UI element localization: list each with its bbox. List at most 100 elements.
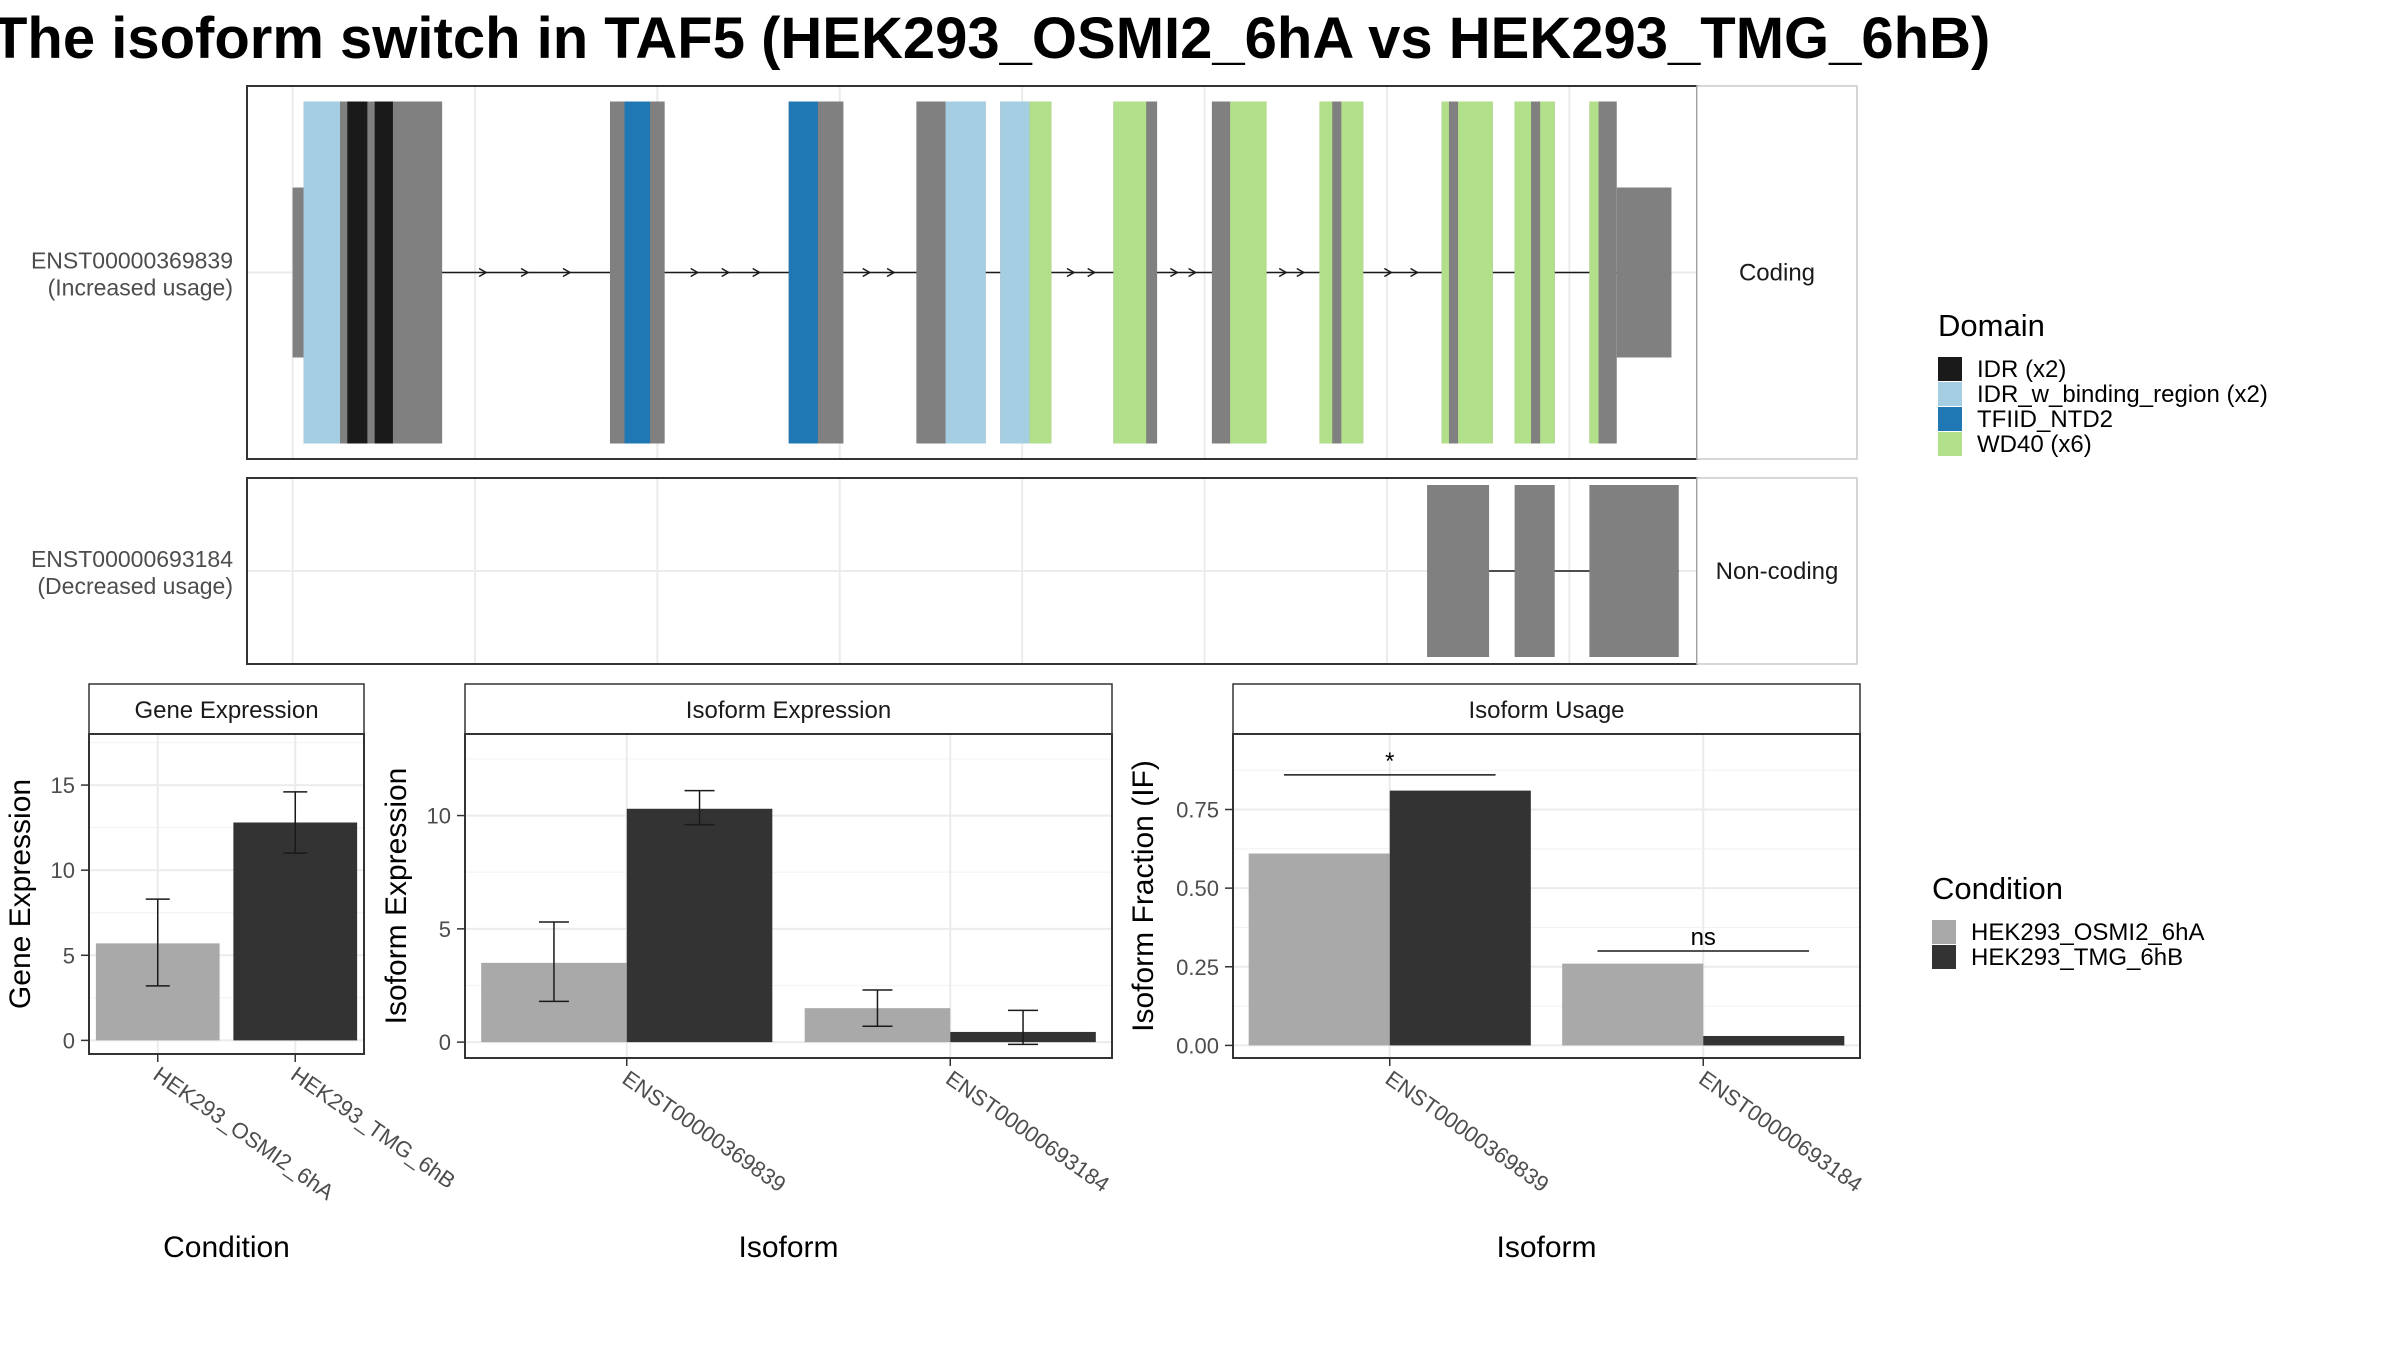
x-tick-label: ENST00000693184 bbox=[941, 1066, 1114, 1197]
transcript-track-ENST00000693184: Non-coding ENST00000693184(Decreased usag… bbox=[31, 477, 1858, 665]
legend-label: HEK293_TMG_6hB bbox=[1971, 944, 2183, 971]
intron-direction-arrow bbox=[862, 267, 872, 278]
bar-chart-2: Isoform Usage * ns 0.00 0.25 0.50 0.75 ENST0000… bbox=[1127, 683, 1867, 1264]
transcript-structure-panel: Coding ENST00000369839(Increased usage) No… bbox=[31, 85, 1858, 665]
transcript-usage-label: (Increased usage) bbox=[48, 275, 233, 301]
facet-strip-label: Isoform Usage bbox=[1468, 697, 1624, 724]
exon bbox=[1427, 485, 1490, 657]
domain-WD40 bbox=[1029, 101, 1052, 444]
transcript-usage-label: (Decreased usage) bbox=[37, 573, 233, 599]
legend-key-TFIID_NTD2 bbox=[1938, 407, 1962, 431]
domain-WD40 bbox=[1589, 101, 1599, 444]
y-tick-label: 5 bbox=[439, 917, 451, 942]
intron-direction-arrow bbox=[1278, 267, 1288, 278]
x-axis-title: Condition bbox=[163, 1231, 290, 1264]
legend-label: IDR (x2) bbox=[1977, 356, 2066, 383]
y-axis-title: Gene Expression bbox=[4, 779, 37, 1009]
bar-chart-1: Isoform Expression 0 5 10 ENST00000369839 ENS… bbox=[380, 683, 1114, 1264]
x-axis-title: Isoform bbox=[738, 1231, 838, 1264]
legend-key-IDR bbox=[1938, 357, 1962, 381]
intron-direction-arrow bbox=[1296, 267, 1306, 278]
bar-HEK293_TMG_6hB bbox=[1389, 790, 1531, 1046]
bar-HEK293_TMG_6hB bbox=[233, 822, 358, 1041]
error-bar bbox=[538, 921, 569, 1003]
figure-title: The isoform switch in TAF5 (HEK293_OSMI2… bbox=[0, 6, 1990, 71]
domain-WD40 bbox=[1458, 101, 1493, 444]
panel-border bbox=[464, 733, 1113, 1059]
intron-direction-arrow bbox=[562, 267, 572, 278]
transcript-id-label: ENST00000693184 bbox=[31, 546, 233, 572]
intron-direction-arrow bbox=[752, 267, 762, 278]
transcript-track-ENST00000369839: Coding ENST00000369839(Increased usage) bbox=[31, 85, 1858, 460]
condition-legend-title: Condition bbox=[1932, 871, 2063, 906]
legend-label: TFIID_NTD2 bbox=[1977, 406, 2113, 433]
y-axis-title: Isoform Fraction (IF) bbox=[1127, 760, 1160, 1032]
intron-direction-arrow bbox=[478, 267, 488, 278]
y-tick-label: 0.00 bbox=[1176, 1033, 1219, 1058]
domain-IDR_w_binding_region bbox=[303, 101, 341, 444]
exon bbox=[1616, 187, 1672, 358]
legend-key-HEK293_OSMI2_6hA bbox=[1932, 920, 1956, 944]
strip-label: Non-coding bbox=[1716, 558, 1839, 585]
x-tick-label: ENST00000369839 bbox=[618, 1066, 791, 1197]
domain-IDR_w_binding_region bbox=[1000, 101, 1030, 444]
x-tick-label: ENST00000693184 bbox=[1694, 1066, 1867, 1197]
strip-label: Coding bbox=[1739, 260, 1815, 287]
strip-box bbox=[1696, 85, 1858, 460]
error-bar bbox=[684, 789, 715, 826]
exon bbox=[292, 187, 304, 358]
significance-label: * bbox=[1385, 748, 1394, 775]
error-bar bbox=[145, 898, 170, 987]
strip-box bbox=[1696, 477, 1858, 665]
x-axis-title: Isoform bbox=[1496, 1231, 1596, 1264]
y-tick-label: 0 bbox=[63, 1028, 75, 1053]
y-tick-label: 0.25 bbox=[1176, 955, 1219, 980]
panel-border bbox=[1232, 733, 1861, 1059]
domain-WD40 bbox=[1319, 101, 1333, 444]
intron-direction-arrow bbox=[1410, 267, 1420, 278]
legend-label: IDR_w_binding_region (x2) bbox=[1977, 381, 2268, 408]
y-tick-label: 15 bbox=[51, 773, 75, 798]
domain-WD40 bbox=[1341, 101, 1364, 444]
intron-direction-arrow bbox=[1169, 267, 1179, 278]
legend-label: HEK293_OSMI2_6hA bbox=[1971, 919, 2204, 946]
facet-strip bbox=[464, 683, 1113, 735]
significance-label: ns bbox=[1691, 924, 1716, 951]
legend-key-WD40 bbox=[1938, 432, 1962, 456]
domain-WD40 bbox=[1113, 101, 1147, 444]
y-tick-label: 0.50 bbox=[1176, 876, 1219, 901]
y-tick-label: 5 bbox=[63, 943, 75, 968]
facet-strip-label: Isoform Expression bbox=[686, 697, 891, 724]
y-axis-title: Isoform Expression bbox=[380, 768, 413, 1025]
intron-direction-arrow bbox=[1188, 267, 1198, 278]
y-tick-label: 0 bbox=[439, 1030, 451, 1055]
domain-WD40 bbox=[1514, 101, 1532, 444]
bar-HEK293_TMG_6hB bbox=[626, 808, 773, 1043]
intron-direction-arrow bbox=[690, 267, 700, 278]
exon bbox=[1589, 485, 1679, 657]
domain-WD40 bbox=[1230, 101, 1267, 444]
intron-direction-arrow bbox=[886, 267, 896, 278]
exon bbox=[1514, 485, 1555, 657]
domain-legend-title: Domain bbox=[1938, 308, 2045, 343]
x-tick-label: ENST00000369839 bbox=[1381, 1066, 1554, 1197]
panel-border bbox=[88, 733, 365, 1055]
bar-HEK293_OSMI2_6hA bbox=[1248, 853, 1390, 1046]
y-tick-label: 10 bbox=[427, 804, 451, 829]
bar-HEK293_TMG_6hB bbox=[1703, 1035, 1845, 1046]
intron-direction-arrow bbox=[1383, 267, 1393, 278]
error-bar bbox=[1008, 1009, 1039, 1046]
domain-TFIID_NTD2 bbox=[624, 101, 651, 444]
transcript-id-label: ENST00000369839 bbox=[31, 248, 233, 274]
legend-label: WD40 (x6) bbox=[1977, 431, 2092, 458]
legend-key-IDR_w_binding_region bbox=[1938, 382, 1962, 406]
error-bar bbox=[862, 989, 893, 1028]
bar-HEK293_OSMI2_6hA bbox=[1562, 963, 1704, 1046]
facet-strip bbox=[88, 683, 365, 735]
domain-IDR bbox=[374, 101, 393, 444]
domain-legend: Domain IDR (x2)IDR_w_binding_region (x2)T… bbox=[1938, 308, 2268, 458]
legend-key-HEK293_TMG_6hB bbox=[1932, 945, 1956, 969]
error-bar bbox=[283, 791, 308, 854]
